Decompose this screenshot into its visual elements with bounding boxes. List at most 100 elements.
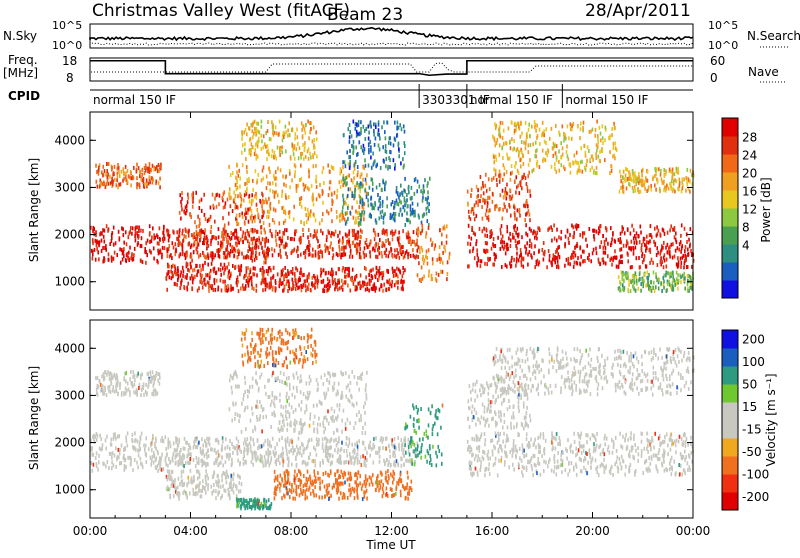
data-cell: [153, 257, 155, 261]
data-cell: [261, 120, 263, 124]
data-cell: [397, 133, 399, 137]
data-cell: [95, 239, 97, 243]
data-cell: [577, 125, 579, 129]
data-cell: [227, 475, 229, 479]
data-cell: [574, 261, 576, 265]
data-cell: [162, 231, 164, 235]
data-cell: [397, 125, 399, 129]
data-cell: [179, 462, 181, 466]
data-cell: [309, 121, 311, 125]
data-cell: [600, 132, 602, 136]
data-cell: [181, 191, 183, 195]
data-cell: [517, 227, 519, 231]
data-cell: [293, 237, 295, 241]
data-cell: [176, 230, 178, 234]
data-cell: [149, 240, 151, 244]
data-cell: [390, 213, 392, 217]
data-cell: [320, 271, 322, 275]
data-cell: [270, 277, 272, 281]
data-cell: [527, 263, 529, 267]
data-cell: [348, 127, 350, 131]
data-cell: [365, 447, 367, 451]
data-cell: [145, 383, 147, 387]
data-cell: [263, 165, 265, 169]
data-cell: [287, 129, 289, 133]
data-cell: [616, 265, 618, 269]
data-cell: [308, 170, 310, 174]
data-cell: [181, 480, 183, 484]
data-cell: [347, 273, 349, 277]
data-cell: [186, 253, 188, 257]
data-cell: [150, 456, 152, 460]
data-cell: [427, 262, 429, 266]
data-cell: [232, 477, 234, 481]
data-cell: [102, 228, 104, 232]
data-cell: [149, 162, 151, 166]
data-cell: [311, 281, 313, 285]
data-cell: [271, 120, 273, 124]
data-cell: [127, 444, 129, 448]
data-cell: [184, 286, 186, 290]
data-cell: [199, 218, 201, 222]
data-cell: [132, 258, 134, 262]
data-cell: [688, 238, 690, 242]
data-cell: [332, 202, 334, 206]
data-cell: [149, 170, 151, 174]
data-cell: [168, 445, 170, 449]
data-cell: [327, 277, 329, 281]
data-cell: [129, 377, 131, 381]
data-cell: [591, 155, 593, 159]
data-cell: [362, 149, 364, 153]
data-cell: [101, 374, 103, 378]
data-cell: [243, 131, 245, 135]
data-cell: [104, 240, 106, 244]
data-cell: [667, 271, 669, 275]
data-cell: [495, 255, 497, 259]
data-cell: [303, 221, 305, 225]
data-cell: [620, 232, 622, 236]
data-cell: [410, 196, 412, 200]
data-cell: [359, 243, 361, 247]
data-cell: [378, 133, 380, 137]
data-cell: [238, 249, 240, 253]
data-cell: [234, 236, 236, 240]
data-cell: [513, 139, 515, 143]
data-cell: [342, 177, 344, 181]
data-cell: [193, 478, 195, 482]
data-cell: [188, 234, 190, 238]
data-cell: [200, 273, 202, 277]
data-cell: [123, 233, 125, 237]
data-cell: [410, 242, 412, 246]
data-cell: [686, 240, 688, 244]
data-cell: [499, 132, 501, 136]
colorbar-swatch: [722, 226, 738, 245]
data-cell: [252, 135, 254, 139]
data-cell: [294, 136, 296, 140]
data-cell: [142, 385, 144, 389]
data-cell: [439, 253, 441, 257]
data-cell: [174, 265, 176, 269]
data-cell: [134, 431, 136, 435]
data-cell: [394, 218, 396, 222]
data-cell: [286, 228, 288, 232]
data-cell: [249, 194, 251, 198]
data-cell: [106, 224, 108, 228]
data-cell: [236, 220, 238, 224]
data-cell: [506, 142, 508, 146]
data-cell: [357, 173, 359, 177]
data-cell: [412, 240, 414, 244]
data-cell: [477, 188, 479, 192]
data-cell: [107, 386, 109, 390]
data-cell: [586, 159, 588, 163]
data-cell: [529, 244, 531, 248]
data-cell: [542, 149, 544, 153]
data-cell: [370, 197, 372, 201]
data-cell: [346, 150, 348, 154]
data-cell: [683, 272, 685, 276]
data-cell: [204, 461, 206, 465]
data-cell: [271, 234, 273, 238]
data-cell: [534, 236, 536, 240]
data-cell: [430, 238, 432, 242]
data-cell: [246, 279, 248, 283]
colorbar-swatch: [722, 280, 738, 299]
